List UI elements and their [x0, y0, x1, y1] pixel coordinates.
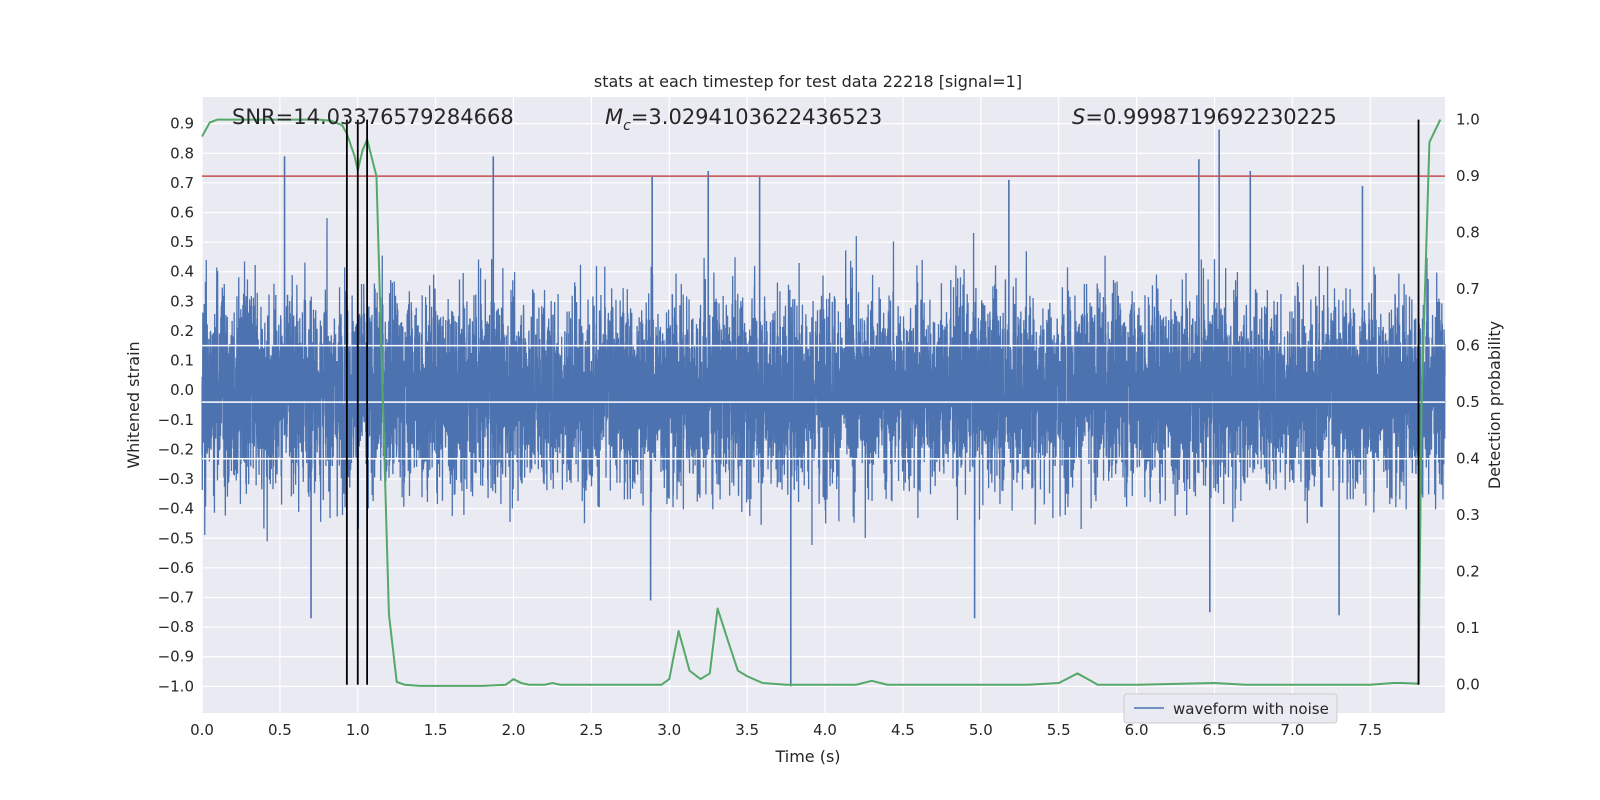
x-tick-label: 4.0: [813, 721, 837, 739]
y-left-tick-label: −0.3: [158, 470, 194, 488]
y-left-tick-label: 0.4: [170, 263, 194, 281]
vertical-markers: [345, 119, 1420, 685]
y-right-tick-label: 0.7: [1456, 280, 1480, 298]
x-tick-label: 7.0: [1280, 721, 1304, 739]
chart-title: stats at each timestep for test data 222…: [594, 72, 1022, 91]
y-right-tick-label: 0.4: [1456, 450, 1480, 468]
y-axis-label-right: Detection probability: [1485, 321, 1504, 489]
x-tick-label: 7.5: [1358, 721, 1382, 739]
x-axis-label: Time (s): [774, 747, 840, 766]
y-left-tick-label: −0.7: [158, 589, 194, 607]
y-right-tick-label: 0.3: [1456, 506, 1480, 524]
x-tick-label: 4.5: [891, 721, 915, 739]
waveform-line: [201, 218, 1446, 546]
y-left-tick-label: 0.8: [170, 144, 194, 162]
x-tick-label: 3.5: [735, 721, 759, 739]
y-right-tick-label: 0.5: [1456, 393, 1480, 411]
y-gridlines-over-waveform: [202, 344, 1445, 460]
y-left-tick-label: −0.6: [158, 559, 194, 577]
y-left-tick-label: −0.8: [158, 618, 194, 636]
detection-probability-series: [201, 118, 1442, 687]
y-left-tick-label: −0.5: [158, 529, 194, 547]
y-left-tick-label: −0.9: [158, 648, 194, 666]
x-tick-label: 0.5: [268, 721, 292, 739]
x-tick-label: 5.0: [969, 721, 993, 739]
y-left-tick-label: 0.9: [170, 115, 194, 133]
y-left-tick-label: 0.0: [170, 381, 194, 399]
y-left-tick-label: 0.6: [170, 204, 194, 222]
x-tick-label: 1.0: [346, 721, 370, 739]
legend: waveform with noise: [1123, 693, 1338, 724]
y-left-tick-label: 0.5: [170, 233, 194, 251]
s-value: =0.9998719692230225: [1085, 105, 1336, 129]
x-tick-label: 6.5: [1203, 721, 1227, 739]
x-tick-label: 0.0: [190, 721, 214, 739]
y-right-tick-label: 0.8: [1456, 224, 1480, 242]
x-tick-label: 2.0: [502, 721, 526, 739]
y-right-tick-label: 1.0: [1456, 111, 1480, 129]
y-left-tick-label: 0.3: [170, 292, 194, 310]
legend-label: waveform with noise: [1173, 700, 1329, 718]
mc-subscript: c: [623, 118, 631, 134]
y-right-tick-label: 0.6: [1456, 337, 1480, 355]
x-tick-label: 5.5: [1047, 721, 1071, 739]
y-right-tick-label: 0.0: [1456, 676, 1480, 694]
tick-labels: 0.0 0.5 1.0 1.5 2.0 2.5 3.0 3.5 4.0 4.5 5.0 5.5 6.0 6…: [158, 111, 1480, 739]
legend-box: [1123, 693, 1338, 724]
y-right-tick-label: 0.1: [1456, 619, 1480, 637]
chirp-mass-annotation: Mc=3.0294103622436523: [605, 105, 882, 134]
probability-line: [201, 118, 1442, 687]
snr-annotation: SNR=14.03376579284668: [232, 105, 514, 129]
x-tick-label: 6.0: [1125, 721, 1149, 739]
waveform-series: [201, 129, 1446, 687]
mc-value: =3.0294103622436523: [631, 105, 882, 129]
y-left-tick-label: 0.2: [170, 322, 194, 340]
x-tick-label: 2.5: [579, 721, 603, 739]
y-left-tick-label: −0.2: [158, 440, 194, 458]
x-tick-label: 3.0: [657, 721, 681, 739]
y-left-tick-label: 0.7: [170, 174, 194, 192]
y-left-tick-label: −0.4: [158, 500, 194, 518]
x-tick-label: 1.5: [424, 721, 448, 739]
y-right-tick-label: 0.2: [1456, 563, 1480, 581]
score-annotation: S=0.9998719692230225: [1072, 105, 1337, 129]
y-left-tick-label: −1.0: [158, 677, 194, 695]
mc-symbol: M: [605, 105, 623, 129]
y-left-tick-label: 0.1: [170, 352, 194, 370]
y-left-tick-label: −0.1: [158, 411, 194, 429]
y-axis-label-left: Whitened strain: [124, 341, 143, 468]
y-right-tick-label: 0.9: [1456, 167, 1480, 185]
s-symbol: S: [1072, 105, 1085, 129]
